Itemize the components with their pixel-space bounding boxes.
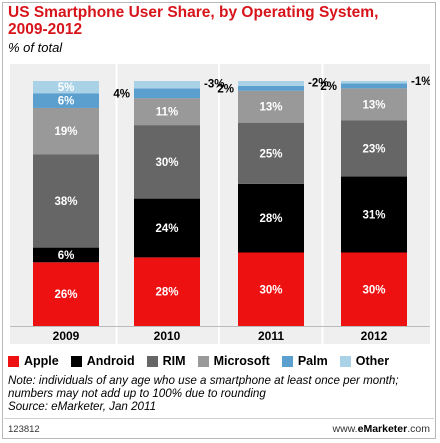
data-label-microsoft-2009: 19% bbox=[54, 126, 77, 138]
bar-segment-apple-2011 bbox=[238, 252, 304, 326]
data-label-android-2010: 24% bbox=[155, 223, 178, 235]
bar-segment-palm-2012 bbox=[341, 83, 407, 89]
chart-title-line-2: 2009-2012 bbox=[8, 21, 83, 38]
legend-item-microsoft: Microsoft bbox=[197, 354, 270, 368]
bar-segment-android-2010 bbox=[134, 198, 200, 258]
x-tick-label-2012: 2012 bbox=[361, 329, 388, 343]
legend-label-android: Android bbox=[86, 354, 135, 368]
site-credit-prefix: www. bbox=[332, 423, 358, 435]
data-label-android-2012: 31% bbox=[362, 210, 385, 222]
bar-segment-rim-2009 bbox=[33, 154, 99, 248]
bar-segment-other-2010 bbox=[134, 81, 200, 89]
legend-item-palm: Palm bbox=[281, 354, 328, 368]
bar-segment-palm-2011 bbox=[238, 85, 304, 91]
data-label-apple-2009: 26% bbox=[54, 289, 77, 301]
bar-segment-palm-2009 bbox=[33, 93, 99, 108]
bar-segment-microsoft-2009 bbox=[33, 107, 99, 155]
data-label-rim-2012: 23% bbox=[362, 143, 385, 155]
legend-label-apple: Apple bbox=[24, 354, 59, 368]
legend-label-microsoft: Microsoft bbox=[213, 354, 270, 368]
legend-swatch-rim bbox=[146, 355, 158, 367]
stacked-bar-chart: 26% 6% 38% 19% 6% 5% 2009 28% 24% 30% 11% 4% -3% 2010… bbox=[10, 64, 430, 344]
x-tick-label-2011: 2011 bbox=[258, 329, 284, 343]
chart-title-line-1: US Smartphone User Share, by Operating S… bbox=[8, 4, 379, 21]
site-credit-suffix: .com bbox=[407, 423, 430, 435]
bar-segment-rim-2012 bbox=[341, 120, 407, 177]
bar-segment-other-2009 bbox=[33, 81, 99, 94]
legend-item-other: Other bbox=[339, 354, 390, 368]
legend-swatch-palm bbox=[281, 355, 293, 367]
bar-segment-microsoft-2010 bbox=[134, 98, 200, 126]
data-label-apple-2010: 28% bbox=[155, 287, 178, 299]
bar-segment-other-2011 bbox=[238, 81, 304, 86]
data-label-rim-2010: 30% bbox=[155, 157, 178, 169]
data-label-rim-2011: 25% bbox=[259, 148, 282, 160]
legend-swatch-other bbox=[339, 355, 351, 367]
x-tick-label-2010: 2010 bbox=[154, 329, 181, 343]
data-label-other-2012: -1% bbox=[411, 76, 430, 88]
data-label-microsoft-2011: 13% bbox=[259, 102, 282, 114]
bar-segment-apple-2012 bbox=[341, 252, 407, 326]
data-label-microsoft-2010: 11% bbox=[156, 107, 178, 119]
bar-segment-rim-2011 bbox=[238, 122, 304, 184]
x-tick-label-2009: 2009 bbox=[53, 329, 80, 343]
bar-segment-apple-2009 bbox=[33, 262, 99, 326]
data-label-rim-2009: 38% bbox=[54, 196, 77, 208]
data-label-palm-2010: 4% bbox=[113, 88, 130, 100]
footer-divider bbox=[4, 418, 434, 419]
bar-segment-apple-2010 bbox=[134, 257, 200, 326]
legend-item-android: Android bbox=[70, 354, 135, 368]
legend-swatch-apple bbox=[8, 355, 19, 367]
legend-label-rim: RIM bbox=[162, 354, 186, 368]
legend-swatch-microsoft bbox=[197, 355, 209, 367]
chart-id: 123812 bbox=[8, 424, 40, 435]
data-label-palm-2011: 2% bbox=[217, 83, 234, 95]
data-label-palm-2009: 6% bbox=[58, 96, 75, 108]
bar-segment-rim-2010 bbox=[134, 125, 200, 199]
plot-area: 26% 6% 38% 19% 6% 5% 2009 28% 24% 30% 11% 4% -3% 2010… bbox=[10, 64, 430, 344]
legend-swatch-android bbox=[70, 355, 82, 367]
legend-label-palm: Palm bbox=[297, 354, 328, 368]
chart-subtitle: % of total bbox=[8, 40, 63, 55]
data-label-palm-2012: 2% bbox=[320, 81, 337, 93]
legend-label-other: Other bbox=[355, 354, 390, 368]
legend: Apple Android RIM Microsoft Palm Other bbox=[8, 352, 434, 370]
bar-segment-android-2012 bbox=[341, 176, 407, 253]
data-label-other-2009: 5% bbox=[58, 82, 75, 94]
source-text: Source: eMarketer, Jan 2011 bbox=[8, 400, 157, 413]
site-credit[interactable]: www.eMarketer.com bbox=[333, 423, 430, 435]
chart-title: US Smartphone User Share, by Operating S… bbox=[8, 4, 428, 38]
chart-notes: Note: individuals of any age who use a s… bbox=[8, 374, 434, 413]
data-label-other-2011: -2% bbox=[308, 77, 328, 89]
legend-item-apple: Apple bbox=[8, 354, 59, 368]
bar-segment-other-2012 bbox=[341, 81, 407, 84]
data-label-android-2011: 28% bbox=[259, 213, 282, 225]
data-label-apple-2011: 30% bbox=[259, 284, 282, 296]
data-label-microsoft-2012: 13% bbox=[362, 99, 385, 111]
site-credit-brand: eMarketer bbox=[357, 423, 408, 435]
bar-segment-android-2009 bbox=[33, 247, 99, 263]
data-label-other-2010: -3% bbox=[204, 79, 224, 91]
data-label-apple-2012: 30% bbox=[362, 284, 385, 296]
bar-segment-microsoft-2012 bbox=[341, 88, 407, 121]
data-label-android-2009: 6% bbox=[58, 250, 75, 262]
legend-item-rim: RIM bbox=[146, 354, 186, 368]
bar-segment-android-2011 bbox=[238, 183, 304, 253]
bar-segment-palm-2010 bbox=[134, 88, 200, 99]
note-text: Note: individuals of any age who use a s… bbox=[8, 374, 399, 400]
bar-segment-microsoft-2011 bbox=[238, 90, 304, 123]
